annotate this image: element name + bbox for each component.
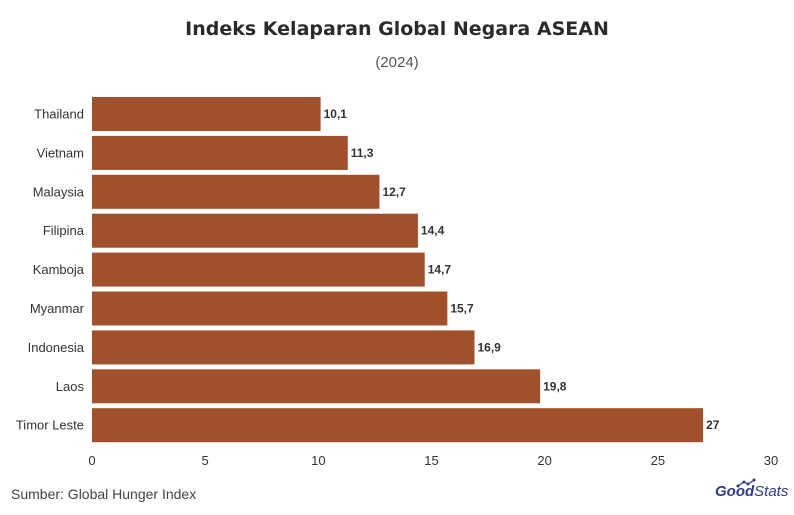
- x-tick-label: 0: [88, 453, 95, 468]
- category-label: Kamboja: [33, 262, 85, 277]
- bar-filipina: [92, 213, 418, 248]
- bar-laos: [92, 369, 541, 404]
- category-label: Laos: [56, 379, 85, 394]
- goodstats-logo: GoodStats: [715, 483, 788, 500]
- bar-thailand: [92, 97, 321, 131]
- bar-myanmar: [92, 291, 448, 326]
- value-label: 19,8: [543, 379, 567, 393]
- x-tick-label: 25: [651, 453, 665, 468]
- x-tick-label: 5: [202, 453, 209, 468]
- value-label: 10,1: [324, 107, 348, 121]
- x-tick-labels-group: 0 5 10 15 20 25 30: [88, 453, 778, 468]
- x-tick-label: 20: [537, 453, 551, 468]
- bar-kamboja: [92, 252, 425, 287]
- x-tick-label: 15: [424, 453, 438, 468]
- bar-malaysia: [92, 174, 380, 209]
- value-label: 12,7: [382, 185, 406, 199]
- chart-subtitle: (2024): [375, 54, 419, 71]
- value-label: 15,7: [450, 302, 474, 316]
- category-label: Malaysia: [33, 184, 85, 199]
- bar-indonesia: [92, 330, 475, 365]
- bar-timor-leste: [92, 408, 704, 443]
- value-label: 16,9: [478, 340, 502, 354]
- bars-group: [92, 97, 704, 443]
- logo-good-text: Good: [715, 483, 755, 500]
- category-label: Myanmar: [30, 301, 85, 316]
- category-label: Filipina: [43, 223, 85, 238]
- category-label: Timor Leste: [16, 418, 84, 433]
- value-label: 14,7: [428, 263, 452, 277]
- bar-vietnam: [92, 135, 348, 170]
- chart-title: Indeks Kelaparan Global Negara ASEAN: [185, 18, 609, 40]
- source-note: Sumber: Global Hunger Index: [11, 486, 197, 502]
- x-tick-label: 10: [311, 453, 325, 468]
- x-tick-label: 30: [764, 453, 778, 468]
- logo-signal-icon: [736, 478, 756, 488]
- category-label: Vietnam: [37, 145, 84, 160]
- value-label: 27: [706, 418, 720, 432]
- category-labels-group: Thailand Vietnam Malaysia Filipina Kamboja My…: [16, 107, 85, 433]
- value-label: 11,3: [351, 146, 374, 160]
- category-label: Indonesia: [28, 340, 85, 355]
- logo-stats-text: Stats: [754, 483, 789, 500]
- value-label: 14,4: [421, 224, 445, 238]
- value-labels-group: 10,1 11,3 12,7 14,4 14,7 15,7 16,9 19,8 27: [324, 107, 720, 432]
- category-label: Thailand: [34, 107, 84, 122]
